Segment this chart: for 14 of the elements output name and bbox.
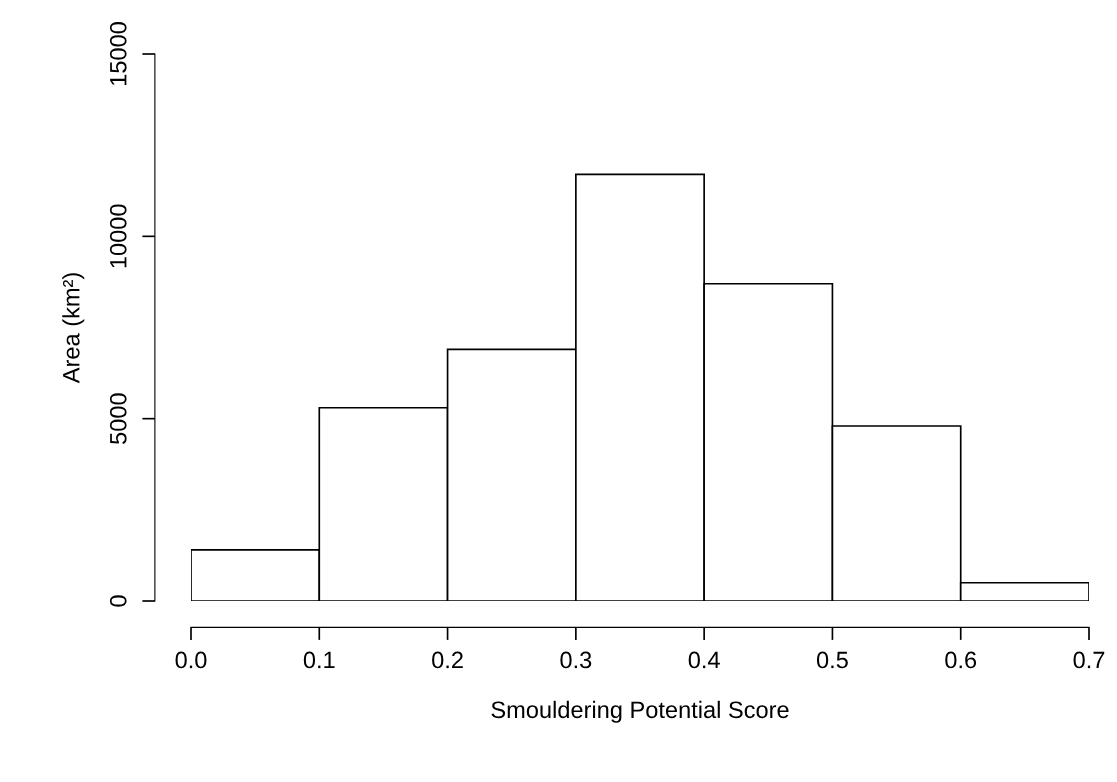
x-tick-label: 0.3 [560,651,592,669]
y-tick-label: 0 [109,595,127,607]
x-tick-label: 0.4 [688,651,720,669]
y-tick-label: 15000 [109,22,127,86]
x-axis-title: Smouldering Potential Score [491,700,789,723]
x-tick-label: 0.7 [1073,651,1105,669]
y-tick-label: 5000 [109,393,127,444]
x-tick-label: 0.2 [432,651,463,669]
x-tick-label: 0.6 [945,651,977,669]
y-axis-title: Area (km²) [62,273,85,384]
x-tick-label: 0.0 [175,651,207,669]
y-tick-label: 10000 [109,204,127,268]
x-tick-label: 0.5 [816,651,848,669]
x-tick-label: 0.1 [303,651,335,669]
